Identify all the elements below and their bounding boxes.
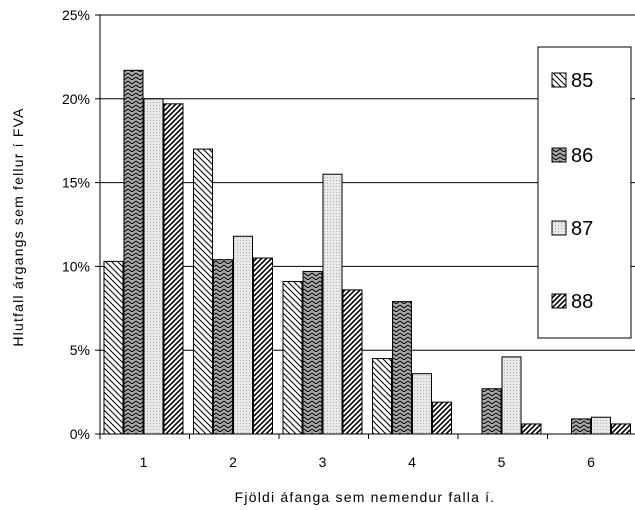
y-tick-label: 0%	[70, 426, 90, 442]
legend-swatch-86	[551, 147, 567, 163]
y-tick-label: 25%	[62, 7, 90, 23]
x-tick-label-3: 3	[319, 454, 327, 470]
x-tick-label-5: 5	[498, 454, 506, 470]
bar-86-3	[302, 270, 323, 435]
bar-86-5	[481, 388, 502, 435]
legend-label-88: 88	[571, 291, 593, 313]
bar-85-1	[103, 260, 124, 435]
bar-87-3	[322, 173, 343, 435]
x-tick-label-2: 2	[229, 454, 237, 470]
bar-86-2	[213, 259, 233, 435]
legend: 85 86 87 88	[537, 46, 632, 339]
x-tick-label-4: 4	[408, 454, 416, 470]
y-tick-label: 20%	[62, 91, 90, 107]
x-tick-label-6: 6	[587, 454, 595, 470]
y-axis-title: Hlutfall árgangs sem fellur í FVA	[10, 107, 26, 346]
bar-88-2	[253, 257, 273, 435]
bar-87-2	[233, 235, 253, 435]
bar-88-1	[163, 103, 184, 435]
bar-86-4	[392, 301, 412, 435]
bar-86-1	[123, 69, 144, 435]
bar-88-6	[611, 423, 631, 435]
bar-87-1	[143, 98, 164, 435]
y-tick-label: 5%	[70, 342, 90, 358]
legend-label-87: 87	[571, 218, 593, 240]
bar-88-4	[432, 401, 452, 435]
bar-87-6	[591, 416, 611, 435]
legend-label-86: 86	[571, 145, 593, 167]
x-axis-title: Fjöldi áfanga sem nemendur falla í.	[235, 489, 496, 505]
y-tick-label: 10%	[62, 258, 90, 274]
legend-swatch-87	[551, 220, 567, 236]
legend-swatch-85	[551, 72, 567, 88]
bar-88-5	[521, 423, 542, 435]
axes: 0% 5% 10% 15% 20% 25% 1 2 3 4 5 6	[62, 7, 635, 470]
x-tick-label-1: 1	[140, 454, 148, 470]
y-tick-label: 15%	[62, 175, 90, 191]
legend-swatch-88	[551, 293, 567, 309]
bar-87-4	[412, 373, 432, 435]
bar-85-4	[372, 358, 392, 435]
bar-86-6	[571, 418, 591, 435]
legend-label-85: 85	[571, 70, 593, 92]
bar-87-5	[501, 356, 522, 435]
bar-85-2	[193, 148, 213, 435]
legend-box	[537, 46, 632, 339]
bar-85-3	[282, 280, 303, 435]
bar-88-3	[342, 289, 363, 435]
